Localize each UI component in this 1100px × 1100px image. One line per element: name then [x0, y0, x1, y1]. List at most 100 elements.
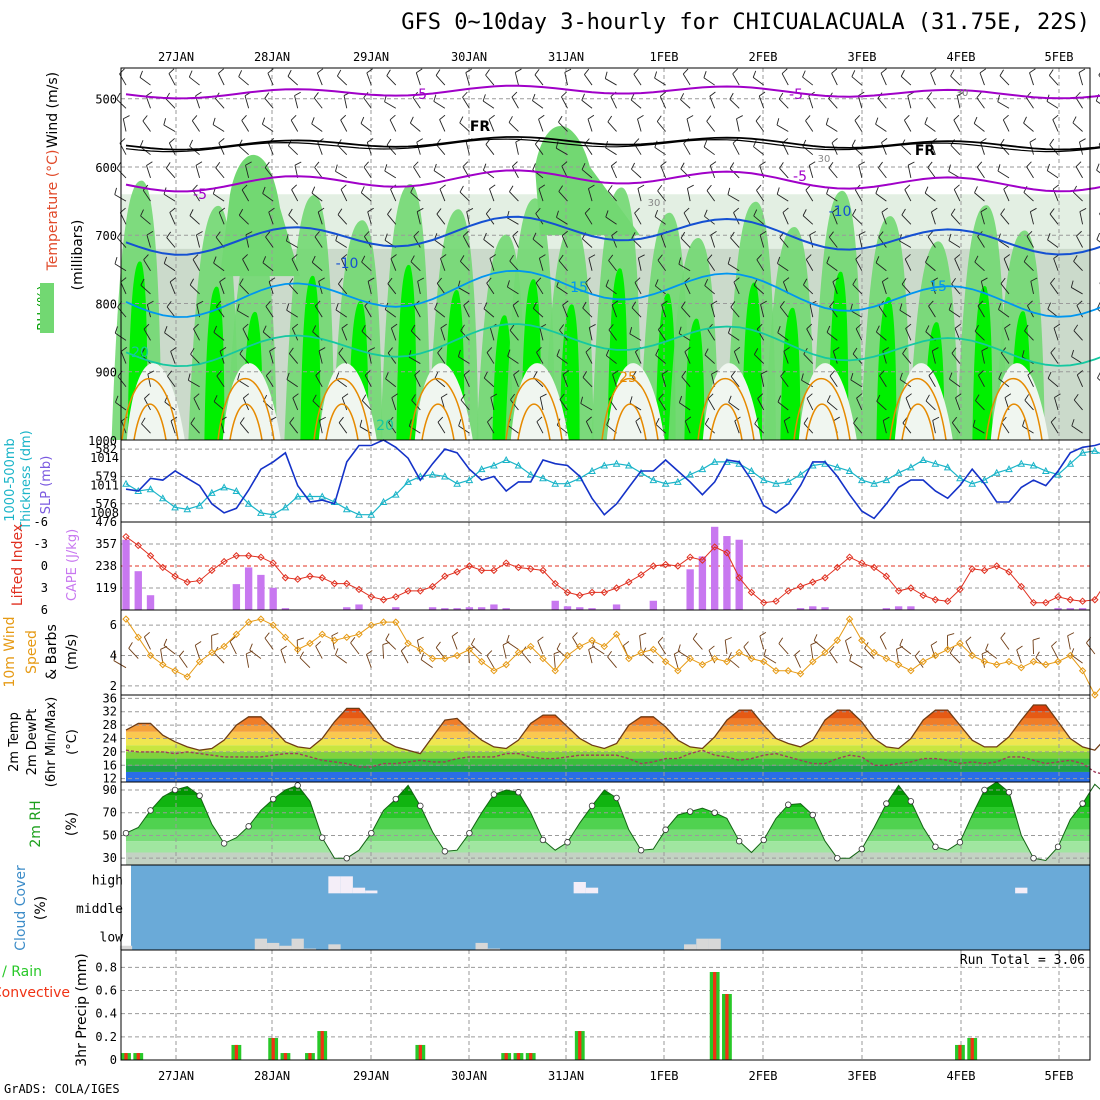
wind-barb	[826, 331, 838, 341]
wind-barb	[214, 652, 225, 664]
precip-convective-bar	[516, 1053, 521, 1060]
wind-barb-feather	[780, 370, 786, 377]
wind-barb	[927, 236, 936, 248]
cloud-high-bar	[585, 887, 599, 894]
wind-barb	[169, 212, 176, 225]
wind-barb-feather	[852, 208, 857, 216]
wind-barb-feather	[218, 138, 225, 144]
rh-marker	[907, 798, 915, 805]
wind-speed-marker	[1054, 657, 1062, 666]
wind-barb-feather	[928, 300, 934, 307]
wind-barb	[114, 194, 127, 202]
wind-barb-feather	[561, 161, 568, 167]
wind-barb-feather	[932, 416, 940, 421]
wind-barb	[264, 637, 274, 650]
wind-barb	[194, 645, 201, 659]
temp-tick-label: 24	[103, 732, 117, 746]
wind-barb	[877, 98, 887, 109]
wind-barb	[514, 72, 519, 86]
wind-barb	[311, 192, 323, 202]
wind-barb-feather	[1047, 233, 1051, 241]
wind-barb	[463, 374, 470, 387]
wind-barb	[582, 307, 593, 318]
wind-barb	[483, 308, 495, 318]
lifted-index-marker	[968, 565, 976, 573]
lifted-index-marker	[502, 559, 510, 567]
wind-barb	[980, 142, 985, 155]
wind-barb	[436, 283, 446, 295]
wind-barb	[515, 141, 519, 155]
wind-barb-feather	[367, 207, 374, 213]
rh-marker	[245, 823, 252, 830]
cloud-background	[131, 865, 1090, 950]
wind-barb	[900, 76, 912, 86]
wind-barb-feather	[1077, 370, 1084, 376]
wind-barb	[679, 402, 691, 411]
wind-barb-feather	[710, 230, 717, 236]
wind-barb	[930, 142, 936, 155]
wind-barb-feather	[927, 231, 934, 238]
wind-barb-feather	[580, 396, 584, 404]
wind-barb	[777, 263, 789, 272]
wind-barb	[654, 147, 666, 156]
wind-barb-feather	[974, 255, 979, 263]
wind-barb-feather	[930, 68, 937, 74]
wind-barb	[682, 73, 691, 86]
wind-barb-feather	[485, 69, 490, 76]
thickness-marker	[1029, 461, 1038, 469]
wind-barb	[974, 261, 985, 272]
wind-barb	[924, 123, 936, 132]
wind-speed-marker	[637, 648, 645, 657]
cloud-level-label: middle	[76, 902, 123, 917]
wind-barb-feather	[802, 209, 807, 216]
wind-barb-feather	[465, 68, 473, 73]
wind-barb-feather	[829, 300, 835, 307]
wind-barb	[286, 240, 298, 248]
wind-speed-marker	[674, 667, 682, 675]
rh-marker	[858, 845, 866, 853]
cloud-high-bar	[328, 876, 341, 894]
temp-tick-label: 36	[103, 691, 117, 705]
wind-barb	[189, 76, 200, 86]
wind-barb-feather	[684, 416, 692, 422]
wind-barb	[315, 645, 323, 659]
wind-barb	[845, 640, 850, 655]
wind-barb	[759, 234, 765, 248]
wind-barb-feather	[1029, 68, 1036, 74]
wind-barb	[901, 283, 912, 295]
wind-barb	[361, 330, 372, 341]
wind-barb	[386, 75, 397, 86]
wind-barb-feather	[725, 637, 732, 641]
wind-barb	[189, 284, 200, 295]
wind-barb-feather	[114, 257, 118, 264]
wind-barb-feather	[588, 254, 596, 259]
wind-barb	[683, 143, 691, 155]
wind-barb	[556, 217, 568, 225]
wind-barb-feather	[660, 91, 667, 97]
wind-barb-feather	[851, 139, 856, 147]
thickness-marker	[293, 492, 302, 500]
rh-shade-bright	[204, 286, 225, 440]
wind-barb	[832, 351, 838, 364]
wind-barb-feather	[242, 254, 248, 260]
wind-barb	[904, 189, 912, 202]
wind-barb-feather	[1021, 350, 1025, 358]
thickness-marker	[1005, 465, 1013, 473]
cloud-low-bar	[684, 944, 697, 950]
wind-barb	[215, 98, 225, 109]
rh-marker	[564, 839, 571, 846]
wind-barb-feather	[1073, 255, 1078, 262]
wind-barb-feather	[388, 416, 394, 423]
wind-barb-feather	[632, 370, 637, 378]
wind-barb-feather	[1075, 91, 1081, 98]
wind-barb	[507, 425, 519, 434]
wind-barb	[754, 423, 765, 434]
wind-barb	[1076, 235, 1083, 248]
cape-bar	[723, 536, 731, 610]
wind-barb-feather	[170, 346, 177, 352]
wind-barb	[880, 73, 887, 86]
wind-barb-feather	[142, 115, 148, 122]
wind-barb-feather	[128, 642, 133, 649]
wind-barb-feather	[955, 393, 962, 399]
